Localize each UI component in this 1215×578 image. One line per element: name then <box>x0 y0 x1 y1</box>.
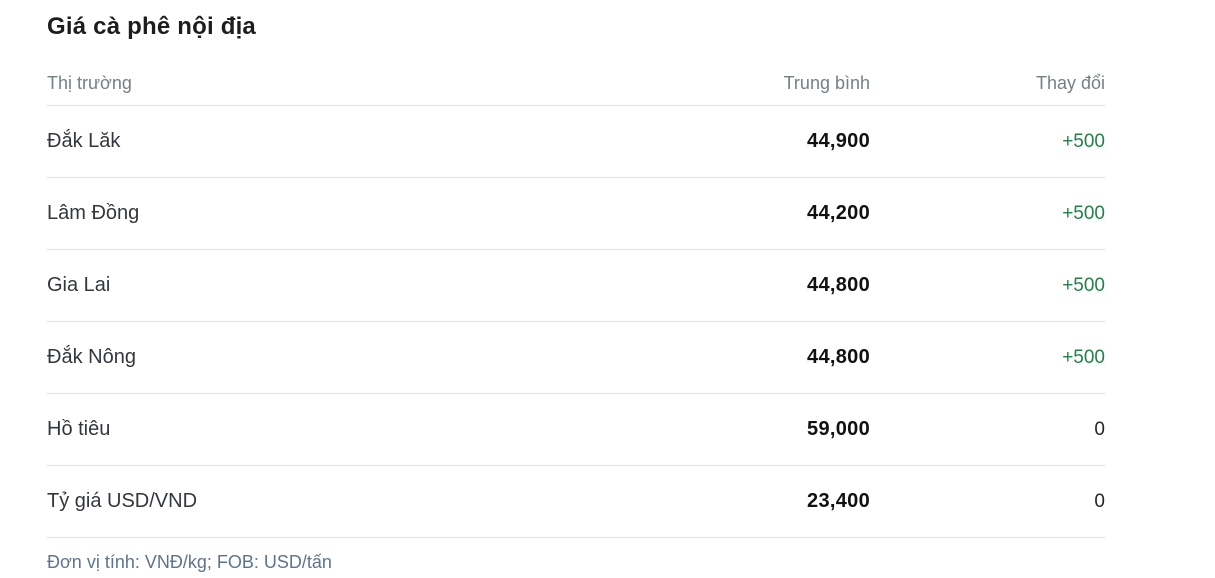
cell-market: Hồ tiêu <box>47 393 620 466</box>
cell-average: 59,000 <box>620 393 870 466</box>
cell-average: 44,200 <box>620 177 870 250</box>
cell-market: Tỷ giá USD/VND <box>47 465 620 538</box>
cell-average: 44,800 <box>620 249 870 322</box>
cell-change: +500 <box>870 105 1105 178</box>
cell-change: 0 <box>870 465 1105 538</box>
unit-footnote: Đơn vị tính: VNĐ/kg; FOB: USD/tấn <box>47 552 332 572</box>
price-table-body: Đắk Lăk 44,900 +500 Lâm Đồng 44,200 +500 Gia L… <box>47 105 1105 538</box>
cell-change: +500 <box>870 177 1105 250</box>
table-row: Đắk Nông 44,800 +500 <box>47 321 1105 394</box>
table-row: Đắk Lăk 44,900 +500 <box>47 105 1105 178</box>
column-header-market: Thị trường <box>47 42 620 106</box>
column-header-average: Trung bình <box>620 42 870 106</box>
price-panel: Giá cà phê nội địa Thị trường Trung bình… <box>47 0 1105 573</box>
cell-change: +500 <box>870 249 1105 322</box>
price-table: Thị trường Trung bình Thay đổi Đắk Lăk 44… <box>47 42 1105 538</box>
page-title: Giá cà phê nội địa <box>47 13 256 40</box>
cell-market: Gia Lai <box>47 249 620 322</box>
table-row: Tỷ giá USD/VND 23,400 0 <box>47 465 1105 538</box>
cell-average: 44,900 <box>620 105 870 178</box>
column-header-change: Thay đổi <box>870 42 1105 106</box>
table-row: Gia Lai 44,800 +500 <box>47 249 1105 322</box>
table-row: Hồ tiêu 59,000 0 <box>47 393 1105 466</box>
cell-change: +500 <box>870 321 1105 394</box>
table-header-row: Thị trường Trung bình Thay đổi <box>47 42 1105 106</box>
cell-market: Đắk Nông <box>47 321 620 394</box>
cell-average: 44,800 <box>620 321 870 394</box>
cell-market: Đắk Lăk <box>47 105 620 178</box>
cell-change: 0 <box>870 393 1105 466</box>
cell-average: 23,400 <box>620 465 870 538</box>
table-row: Lâm Đồng 44,200 +500 <box>47 177 1105 250</box>
cell-market: Lâm Đồng <box>47 177 620 250</box>
